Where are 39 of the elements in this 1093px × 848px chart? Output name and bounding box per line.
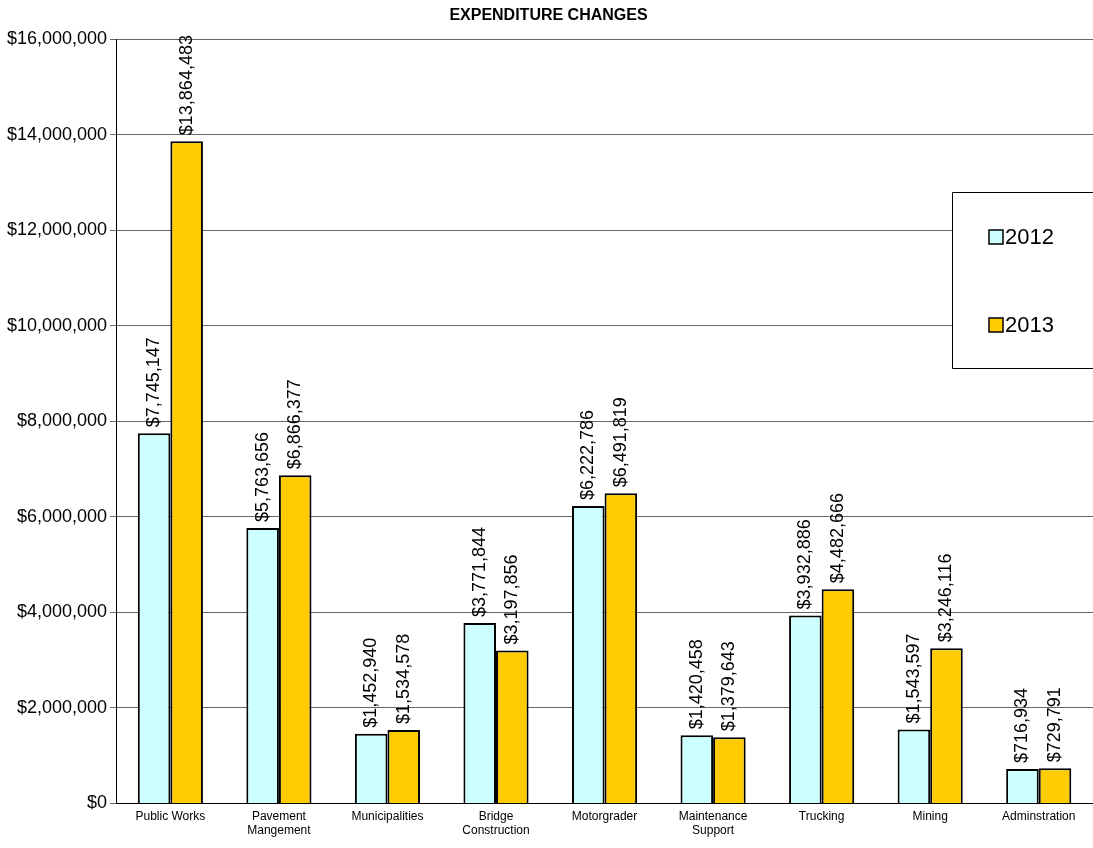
data-label: $3,246,116 [935,553,956,643]
data-label: $1,543,597 [902,633,923,724]
y-tick-label: $6,000,000 [17,505,108,526]
x-tick-label: Public Works [135,808,206,823]
y-tick-label: $8,000,000 [17,410,108,431]
data-label: $6,222,786 [577,409,598,501]
y-tick-label: $2,000,000 [17,696,108,717]
x-tick-label: Pavement Mangement [247,808,312,838]
x-tick-label: Maintenance Support [678,808,748,838]
y-tick-label: $14,000,000 [6,123,108,144]
y-tick-label: $4,000,000 [17,601,108,622]
data-label: $4,482,666 [826,493,847,584]
chart-title: EXPENDITURE CHANGES [449,6,648,24]
data-label: $6,491,819 [609,397,630,488]
data-label: $7,745,147 [143,337,164,428]
data-label: $729,791 [1043,687,1064,763]
y-tick-label: $0 [87,792,108,813]
x-tick-label: Mining [912,808,948,823]
x-tick-label: Bridge Construction [462,808,530,838]
x-tick-label: Motorgrader [571,808,638,823]
data-label: $1,379,643 [718,641,739,732]
data-label: $3,932,886 [794,519,815,610]
legend-label: 2012 [1005,224,1054,250]
y-tick-label: $12,000,000 [6,219,108,240]
data-label: $5,763,656 [251,431,272,522]
data-label: $6,866,377 [284,379,305,470]
data-label: $3,197,856 [501,554,522,645]
y-tick-label: $16,000,000 [6,28,108,49]
data-label: $1,534,578 [392,633,413,724]
data-label: $13,864,483 [175,35,196,136]
y-tick-label: $10,000,000 [6,314,108,335]
legend-label: 2013 [1005,312,1054,338]
data-label: $1,420,458 [685,639,706,730]
data-label: $1,452,940 [360,637,381,728]
data-label: $716,934 [1011,687,1032,763]
x-tick-label: Municipalities [351,808,424,823]
x-tick-label: Trucking [798,808,845,823]
x-tick-label: Adminstration [1002,808,1076,823]
data-label: $3,771,844 [468,527,489,618]
